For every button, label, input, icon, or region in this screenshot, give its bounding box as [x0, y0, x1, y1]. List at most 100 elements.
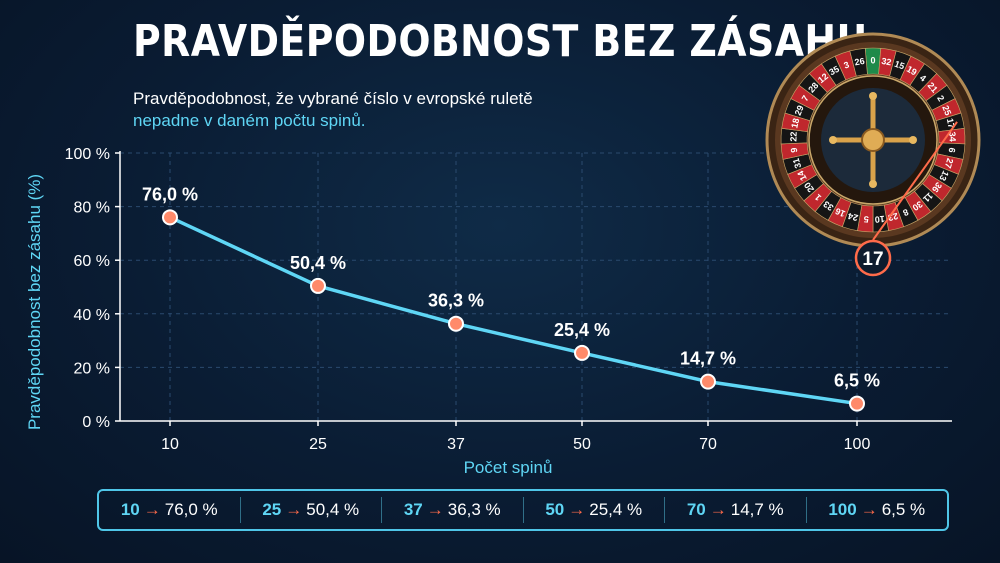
subtitle: Pravděpodobnost, že vybrané číslo v evro…: [133, 88, 533, 132]
data-label: 36,3 %: [428, 291, 484, 311]
data-labels: 76,0 % 50,4 % 36,3 % 25,4 % 14,7 % 6,5 %: [142, 184, 880, 390]
wheel-number: 31: [791, 157, 803, 170]
wheel-number: 12: [816, 71, 830, 85]
summary-cell: 100 → 6,5 %: [807, 497, 948, 523]
x-axis-label: Počet spinů: [464, 458, 553, 477]
wheel-number: 4: [918, 73, 928, 84]
wheel-number: 2: [935, 94, 946, 104]
arrow-icon: →: [860, 500, 878, 519]
summary-value: 36,3 %: [447, 500, 501, 519]
wheel-number: 5: [863, 214, 869, 224]
wheel-number: 3: [842, 59, 850, 70]
wheel-number: 8: [901, 207, 910, 218]
summary-value: 50,4 %: [306, 500, 360, 519]
y-tick-label: 40 %: [74, 307, 110, 324]
summary-spins: 100: [828, 500, 857, 519]
summary-spins: 25: [262, 500, 282, 519]
turret-hub: [861, 128, 885, 152]
wheel-number: 7: [800, 94, 811, 104]
x-tick-label: 10: [161, 436, 179, 453]
roulette-callout: 17: [854, 121, 958, 277]
chart-axes: [119, 151, 952, 422]
data-label: 76,0 %: [142, 184, 198, 204]
wheel-number: 27: [943, 157, 955, 170]
wheel-number: 26: [854, 56, 866, 68]
wheel-number: 25: [940, 104, 953, 117]
y-tick-label: 100 %: [65, 146, 110, 163]
wheel-number: 28: [806, 80, 820, 94]
y-tick-label: 60 %: [74, 253, 110, 270]
data-point: [448, 315, 464, 332]
wheel-number: 17: [945, 117, 957, 129]
roulette-wheel: 0 32 15 19421225173462713361130823105241633…: [765, 32, 981, 248]
y-axis-label: Pravděpodobnost bez zásahu (%): [25, 174, 44, 430]
summary-spins: 70: [686, 500, 706, 519]
wheel-number: 1: [813, 192, 824, 203]
x-tick-label: 25: [309, 436, 327, 453]
data-label: 6,5 %: [834, 371, 880, 391]
data-point: [849, 395, 865, 412]
wheel-number: 35: [827, 64, 841, 78]
wheel-number: 32: [881, 56, 893, 68]
x-tick-label: 50: [573, 436, 591, 453]
arrow-icon: →: [426, 500, 444, 519]
wheel-number: 16: [834, 206, 847, 219]
arrow-icon: →: [285, 500, 303, 519]
wheel-number: 22: [788, 131, 798, 141]
wheel-number: 19: [905, 64, 919, 78]
summary-cell: 70 → 14,7 %: [665, 497, 807, 523]
wheel-pocket: [849, 48, 868, 77]
summary-value: 6,5 %: [881, 500, 926, 519]
wheel-number: 20: [802, 180, 816, 194]
wheel-number: 9: [789, 147, 800, 153]
summary-cell: 10 → 76,0 %: [99, 497, 241, 523]
callout-line: [872, 121, 958, 241]
summary-cell: 50 → 25,4 %: [524, 497, 665, 523]
turret-knob: [909, 136, 917, 144]
data-label: 14,7 %: [680, 349, 736, 369]
summary-spins: 50: [545, 500, 565, 519]
wheel-number: 10: [874, 214, 885, 225]
wheel-number: 23: [887, 211, 899, 223]
subtitle-line-2: nepadne v daném počtu spinů.: [133, 111, 366, 130]
wheel-number: 14: [795, 169, 808, 182]
y-tick-label: 0 %: [82, 414, 110, 431]
wheel-number: 34: [947, 131, 957, 141]
wheel-number: 21: [926, 80, 940, 94]
summary-spins: 37: [403, 500, 423, 519]
data-point: [574, 344, 590, 361]
wheel-number: 13: [937, 169, 950, 182]
wheel-number: 29: [793, 104, 806, 117]
arrow-icon: →: [568, 500, 586, 519]
y-tick-labels: 0 % 20 % 40 % 60 % 80 % 100 %: [65, 146, 120, 431]
wheel-number: 15: [893, 59, 906, 72]
data-label: 50,4 %: [290, 253, 346, 273]
callout-badge: [854, 239, 892, 277]
data-point: [310, 277, 326, 294]
y-tick-label: 20 %: [74, 360, 110, 377]
wheel-number: 6: [947, 147, 958, 153]
wheel-number: 24: [847, 211, 859, 223]
subtitle-line-1: Pravděpodobnost, že vybrané číslo v evro…: [133, 89, 533, 108]
summary-cell: 25 → 50,4 %: [241, 497, 382, 523]
summary-cell: 37 → 36,3 %: [382, 497, 524, 523]
wheel-number: 18: [789, 117, 801, 129]
summary-value: 76,0 %: [164, 500, 218, 519]
page-title: PRAVDĚPODOBNOST BEZ ZÁSAHU: [133, 16, 868, 67]
wheel-number: 30: [911, 199, 925, 213]
callout-number: 17: [862, 249, 883, 270]
data-point: [162, 209, 178, 226]
data-markers: [162, 209, 865, 412]
wheel-number: 36: [930, 180, 944, 194]
summary-value: 25,4 %: [589, 500, 643, 519]
summary-bar: 10 → 76,0 % 25 → 50,4 % 37 → 36,3 % 50 → 25,4 % 70 → 1…: [97, 489, 949, 531]
turret-knob: [829, 136, 837, 144]
turret-knob: [869, 180, 877, 188]
series-line: [169, 215, 858, 406]
x-tick-label: 37: [447, 436, 465, 453]
summary-value: 14,7 %: [730, 500, 784, 519]
data-point: [700, 373, 716, 390]
summary-spins: 10: [120, 500, 140, 519]
data-label: 25,4 %: [554, 320, 610, 340]
arrow-icon: →: [709, 500, 727, 519]
